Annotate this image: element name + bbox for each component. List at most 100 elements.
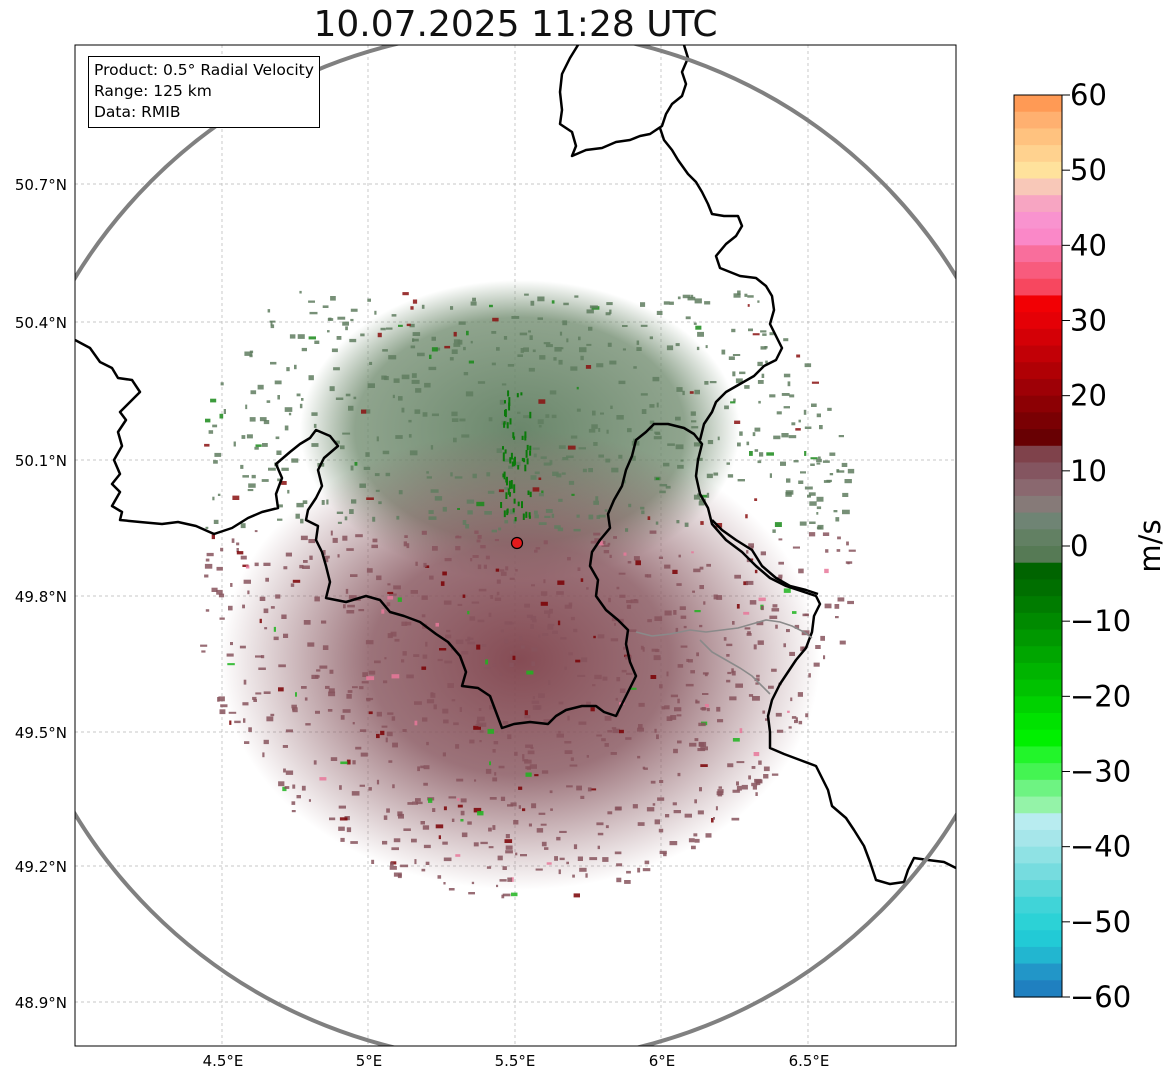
echo-pixel <box>827 407 832 411</box>
echo-pixel <box>453 722 459 726</box>
echo-pixel <box>772 529 776 533</box>
echo-pixel <box>704 381 709 385</box>
echo-pixel <box>499 399 505 405</box>
echo-pixel <box>476 501 485 507</box>
echo-pixel <box>649 404 655 408</box>
echo-pixel <box>267 309 271 313</box>
echo-pixel <box>351 791 360 796</box>
echo-pixel <box>367 383 375 388</box>
echo-pixel <box>713 594 718 600</box>
echo-pixel <box>472 473 477 479</box>
echo-pixel <box>529 450 532 456</box>
echo-pixel <box>443 600 452 605</box>
echo-pixel <box>391 716 396 721</box>
echo-pixel <box>804 486 813 490</box>
echo-pixel <box>727 474 734 478</box>
echo-pixel <box>522 513 525 520</box>
echo-pixel <box>540 591 548 596</box>
echo-pixel <box>509 457 512 464</box>
echo-pixel <box>607 811 613 815</box>
echo-pixel <box>627 428 632 433</box>
echo-pixel <box>644 574 648 578</box>
echo-pixel <box>783 373 791 378</box>
echo-pixel <box>504 839 513 843</box>
echo-pixel <box>598 514 606 518</box>
echo-pixel <box>487 490 495 494</box>
echo-pixel <box>200 644 208 647</box>
echo-pixel <box>263 562 271 566</box>
radar-map[interactable]: 50.7°N 50.4°N 50.1°N 49.8°N 49.5°N 49.2°… <box>0 0 1000 1081</box>
echo-pixel <box>361 681 369 684</box>
echo-pixel <box>607 342 612 347</box>
echo-pixel <box>333 367 340 371</box>
echo-pixel <box>538 425 542 428</box>
echo-pixel <box>769 394 776 398</box>
echo-pixel <box>519 636 523 641</box>
echo-pixel <box>369 361 373 365</box>
echo-pixel <box>217 493 221 496</box>
echo-pixel <box>549 460 553 465</box>
echo-pixel <box>494 539 499 542</box>
echo-pixel <box>759 452 764 457</box>
echo-pixel <box>457 798 460 801</box>
echo-pixel <box>402 651 407 656</box>
echo-pixel <box>389 866 397 870</box>
echo-pixel <box>822 460 830 463</box>
echo-pixel <box>666 716 673 721</box>
echo-pixel <box>439 648 447 651</box>
colorbar-band <box>1014 713 1062 731</box>
echo-pixel <box>205 418 211 423</box>
radar-site-marker[interactable] <box>510 536 524 550</box>
echo-pixel <box>697 810 704 815</box>
echo-pixel <box>640 393 648 396</box>
echo-pixel <box>534 510 538 515</box>
colorbar-band <box>1014 662 1062 681</box>
echo-pixel <box>328 688 335 694</box>
echo-pixel <box>638 724 643 729</box>
echo-pixel <box>628 629 637 632</box>
echo-pixel <box>502 721 509 725</box>
echo-pixel <box>666 345 674 351</box>
echo-pixel <box>698 722 706 727</box>
echo-pixel <box>393 585 401 590</box>
echo-pixel <box>285 770 294 775</box>
echo-pixel <box>382 450 390 455</box>
echo-pixel <box>518 805 521 809</box>
echo-pixel <box>387 596 394 600</box>
echo-pixel <box>425 861 430 865</box>
echo-pixel <box>757 380 764 384</box>
colorbar-band <box>1014 679 1062 697</box>
echo-pixel <box>509 492 511 497</box>
echo-pixel <box>699 585 704 590</box>
echo-pixel <box>382 349 388 352</box>
echo-pixel <box>757 361 763 367</box>
echo-pixel <box>798 720 803 725</box>
echo-pixel <box>327 318 334 321</box>
echo-pixel <box>266 400 271 403</box>
echo-pixel <box>386 731 393 737</box>
echo-pixel <box>340 715 345 720</box>
echo-pixel <box>471 881 475 885</box>
echo-pixel <box>241 435 246 439</box>
echo-pixel <box>240 555 247 560</box>
colorbar-band <box>1014 896 1062 915</box>
echo-pixel <box>347 690 353 693</box>
colorbar-band <box>1014 161 1062 180</box>
echo-pixel <box>366 568 373 573</box>
echo-pixel <box>204 574 209 578</box>
echo-pixel <box>259 417 267 422</box>
echo-pixel <box>492 749 496 753</box>
echo-pixel <box>616 586 620 590</box>
echo-pixel <box>412 801 418 805</box>
echo-pixel <box>264 627 268 630</box>
echo-pixel <box>665 814 670 818</box>
echo-pixel <box>535 868 543 871</box>
echo-pixel <box>728 356 735 360</box>
echo-pixel <box>694 389 700 395</box>
echo-pixel <box>677 740 682 744</box>
echo-pixel <box>538 693 545 698</box>
echo-pixel <box>544 847 549 850</box>
colorbar-tick-label: −50 <box>1070 905 1131 939</box>
echo-pixel <box>244 741 250 744</box>
echo-pixel <box>570 435 578 439</box>
